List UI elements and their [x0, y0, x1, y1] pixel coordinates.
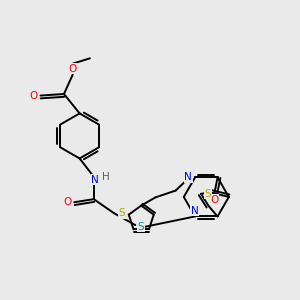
Text: S: S — [118, 208, 125, 218]
Text: O: O — [63, 197, 71, 207]
Text: N: N — [184, 172, 192, 182]
Text: S: S — [205, 189, 211, 199]
Text: O: O — [68, 64, 76, 74]
Text: N: N — [91, 175, 99, 185]
Text: O: O — [210, 195, 219, 205]
Text: H: H — [102, 172, 110, 182]
Text: S: S — [138, 222, 144, 232]
Text: N: N — [190, 206, 198, 216]
Text: O: O — [29, 91, 38, 100]
